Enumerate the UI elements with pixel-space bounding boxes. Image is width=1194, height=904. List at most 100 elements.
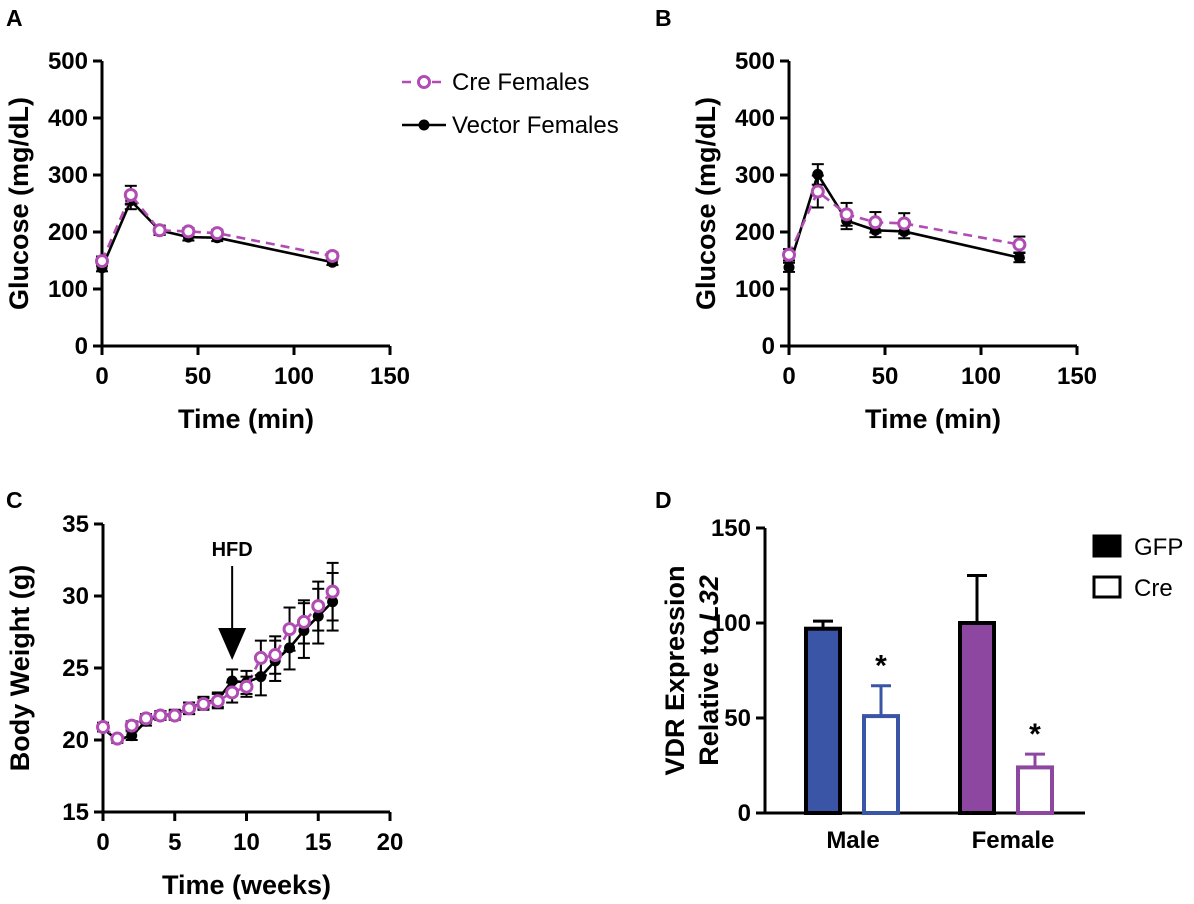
legend: GFP Cre — [1092, 534, 1183, 602]
data-point — [782, 247, 796, 262]
data-point — [311, 599, 326, 614]
data-point — [225, 685, 240, 700]
y-tick-label: 200 — [735, 219, 775, 246]
data-point — [210, 226, 225, 241]
y-tick-label: 500 — [735, 48, 775, 75]
y-tick-label: 25 — [62, 655, 89, 682]
y-tick-label: 500 — [48, 48, 88, 75]
y-axis-label: VDR Expression Relative to L32 — [660, 565, 724, 775]
data-point — [123, 187, 138, 202]
annotation-label: HFD — [212, 539, 253, 561]
data-point — [897, 216, 912, 231]
data-point — [1012, 237, 1027, 252]
panel-label: C — [6, 487, 23, 513]
legend-marker — [418, 119, 430, 131]
x-axis-label: Time (min) — [178, 404, 314, 434]
y-axis-label-line2: Relative to L32 — [694, 575, 724, 766]
bar — [958, 621, 996, 815]
y-tick-label: 100 — [735, 276, 775, 303]
bar-female-cre: * — [1016, 718, 1054, 816]
data-point — [181, 224, 196, 239]
bar-male-gfp — [804, 619, 842, 816]
x-tick-label: 10 — [233, 829, 260, 856]
x-tick-label: 15 — [305, 829, 332, 856]
y-tick-label: 35 — [62, 511, 89, 538]
y-tick-label: 200 — [48, 219, 88, 246]
data-point — [839, 207, 854, 222]
x-tick-label: 100 — [961, 363, 1001, 390]
y-tick-label: 0 — [75, 333, 88, 360]
panel-d: D 0 50 100 150 VDR Expression Relative to L32 *… — [655, 487, 1183, 854]
data-point — [124, 718, 139, 733]
series-line — [787, 189, 1020, 256]
x-tick-label: 0 — [96, 829, 109, 856]
y-tick-label: 100 — [711, 610, 751, 637]
data-point — [196, 697, 211, 711]
series-line — [102, 590, 334, 741]
data-point — [783, 261, 795, 273]
panel-label: A — [6, 5, 23, 31]
data-point — [110, 731, 125, 746]
series-line — [100, 192, 333, 262]
x-axis-label: Time (weeks) — [162, 870, 331, 900]
legend-swatch — [1092, 575, 1122, 599]
y-axis-label: Body Weight (g) — [5, 565, 35, 771]
data-point — [182, 701, 197, 716]
panel-a: A 0 100 200 300 400 500 0 50 100 150 Time (min) Gluc… — [4, 5, 619, 434]
data-point — [325, 584, 340, 599]
x-tick-label: 0 — [782, 363, 795, 390]
bar-female-gfp — [958, 574, 996, 815]
legend-label: Cre — [1134, 575, 1173, 602]
x-category-label: Female — [972, 827, 1055, 854]
y-tick-label: 20 — [62, 727, 89, 754]
y-tick-label: 0 — [762, 333, 775, 360]
y-tick-label: 150 — [711, 515, 751, 542]
data-point — [210, 694, 225, 709]
data-point — [152, 223, 167, 238]
x-category-label: Male — [826, 827, 879, 854]
data-point — [282, 622, 297, 637]
panel-c: C 15 20 25 30 35 0 5 10 15 20 Time (weeks) Body Weig… — [5, 487, 403, 900]
series-line — [100, 198, 333, 269]
legend-marker — [417, 75, 431, 89]
data-point — [325, 248, 340, 263]
x-tick-label: 150 — [370, 363, 410, 390]
series-cre-females — [782, 174, 1027, 262]
x-tick-label: 150 — [1057, 363, 1097, 390]
data-point — [268, 648, 283, 663]
panel-label: D — [655, 487, 672, 513]
x-tick-label: 50 — [185, 363, 212, 390]
y-tick-label: 300 — [735, 162, 775, 189]
data-point — [226, 675, 238, 687]
data-point — [139, 711, 154, 726]
x-tick-label: 50 — [872, 363, 899, 390]
data-point — [239, 679, 254, 694]
bar — [1016, 765, 1054, 816]
x-axis-label: Time (min) — [865, 404, 1001, 434]
bar-male-cre: * — [862, 650, 900, 815]
y-tick-label: 30 — [62, 583, 89, 610]
y-tick-label: 400 — [735, 105, 775, 132]
series-cre-females — [95, 184, 340, 269]
x-tick-label: 20 — [377, 829, 404, 856]
y-tick-label: 400 — [48, 105, 88, 132]
y-tick-label: 300 — [48, 162, 88, 189]
y-tick-label: 50 — [724, 705, 751, 732]
data-point — [255, 671, 267, 683]
data-point — [96, 720, 110, 735]
y-axis-label-gene: L32 — [694, 575, 724, 622]
legend-label: GFP — [1134, 534, 1183, 561]
bar — [862, 714, 900, 815]
significance-star: * — [1029, 718, 1041, 751]
legend-swatch — [1092, 534, 1122, 558]
legend-label: Cre Females — [452, 69, 589, 96]
series-cre-females — [96, 561, 340, 746]
data-point — [812, 168, 824, 180]
legend-label: Vector Females — [452, 112, 619, 139]
panel-b: B 0 100 200 300 400 500 0 50 100 150 Time (min) Gluc… — [655, 5, 1097, 434]
y-axis-label: Glucose (mg/dL) — [691, 97, 721, 310]
data-point — [1013, 252, 1025, 264]
hfd-annotation: HFD — [212, 539, 253, 660]
data-point — [167, 708, 182, 723]
